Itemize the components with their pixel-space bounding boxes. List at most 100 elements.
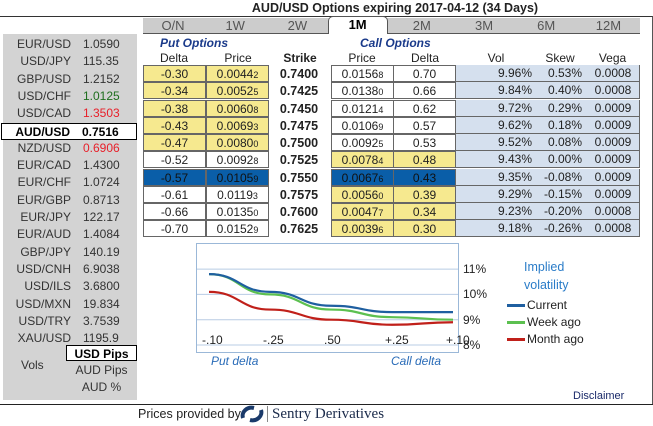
call-price-cell[interactable]: 0.00784	[331, 151, 394, 169]
x-tick-label: -.10	[202, 333, 223, 347]
tab-1m[interactable]: 1M	[327, 16, 388, 34]
call-price-cell[interactable]: 0.01069	[331, 116, 394, 134]
rate-value: 1.3503	[83, 106, 120, 121]
tab-3m[interactable]: 3M	[474, 18, 494, 33]
put-price-cell[interactable]: 0.01193	[206, 185, 269, 203]
call-price-cell[interactable]: 0.00396	[331, 220, 394, 238]
rate-row[interactable]: EUR/AUD 1.4084	[3, 226, 137, 243]
rate-value: 140.19	[83, 244, 120, 259]
put-delta-cell: -0.57	[143, 168, 206, 186]
rate-row[interactable]: USD/JPY 115.35	[3, 53, 137, 70]
skew-cell: -0.20%	[543, 204, 582, 218]
rate-row[interactable]: AUD/USD 0.7516	[1, 122, 137, 140]
rate-value: 6.9038	[83, 261, 120, 276]
call-price-cell[interactable]: 0.00925	[331, 134, 394, 151]
put-price-cell[interactable]: 0.00928	[206, 151, 269, 169]
pair-label: USD/TRY	[18, 313, 71, 328]
rate-row[interactable]: EUR/JPY 122.17	[3, 209, 137, 226]
rate-value: 3.7539	[83, 313, 120, 328]
tab-12m[interactable]: 12M	[595, 18, 622, 33]
vol-cell: 9.52%	[497, 135, 532, 149]
pair-label: XAU/USD	[17, 331, 71, 346]
unit-option[interactable]: AUD Pips	[75, 363, 128, 377]
pair-label: NZD/USD	[17, 140, 71, 155]
tab-2m[interactable]: 2M	[412, 18, 431, 33]
vega-cell: 0.0008	[594, 66, 632, 80]
rate-row[interactable]: EUR/GBP 0.8713	[3, 192, 137, 209]
strike-cell: 0.7525	[279, 153, 319, 168]
put-price-cell[interactable]: 0.00800	[206, 134, 269, 151]
strike-cell: 0.7425	[279, 84, 319, 99]
strike-cell: 0.7475	[279, 118, 319, 133]
x-tick-label: -.25	[263, 333, 284, 347]
put-price-cell[interactable]: 0.00608	[206, 99, 269, 117]
pair-label: GBP/JPY	[20, 244, 71, 259]
rate-row[interactable]: USD/ILS 3.6800	[3, 278, 137, 295]
skew-cell: 0.00%	[547, 152, 582, 167]
vega-cell: 0.0009	[594, 152, 632, 167]
legend-swatch	[507, 321, 525, 324]
tab-2w[interactable]: 2W	[287, 18, 308, 33]
rate-row[interactable]: EUR/USD 1.0590	[3, 36, 137, 53]
vol-row-bg	[456, 82, 640, 100]
tab-on[interactable]: O/N	[161, 18, 185, 33]
rate-row[interactable]: USD/CNH 6.9038	[3, 261, 137, 278]
vol-cell: 9.84%	[497, 83, 532, 98]
page-title: AUD/USD Options expiring 2017-04-12 (34 …	[251, 1, 539, 15]
footer-rule	[0, 404, 653, 405]
rate-row[interactable]: NZD/USD 0.6906	[3, 140, 137, 157]
pair-label: USD/ILS	[24, 279, 71, 294]
call-price-cell[interactable]: 0.00676	[331, 168, 394, 186]
vol-cell: 9.72%	[497, 100, 532, 115]
series-line-month-ago	[208, 290, 454, 326]
vol-cell: 9.23%	[497, 204, 532, 218]
rate-row[interactable]: USD/CAD 1.3503	[3, 105, 137, 122]
disclaimer-link[interactable]: Disclaimer	[573, 390, 625, 402]
call-delta-cell: 0.70	[393, 65, 456, 82]
call-price-cell[interactable]: 0.01214	[331, 99, 394, 117]
rate-value: 0.8713	[83, 192, 120, 207]
call-price-cell[interactable]: 0.01380	[331, 82, 394, 100]
put-price-cell[interactable]: 0.01350	[206, 203, 269, 220]
put-delta-cell: -0.61	[143, 185, 206, 203]
put-price-cell[interactable]: 0.00442	[206, 65, 269, 82]
pair-label: EUR/USD	[16, 37, 71, 51]
rate-row[interactable]: EUR/CAD 1.4300	[3, 157, 137, 174]
put-price-cell[interactable]: 0.00525	[206, 82, 269, 100]
unit-option[interactable]: AUD %	[81, 380, 122, 394]
pair-label: EUR/AUD	[16, 227, 71, 242]
put-price-cell[interactable]: 0.00693	[206, 116, 269, 134]
vol-cell: 9.96%	[497, 66, 532, 80]
rate-row[interactable]: USD/TRY 3.7539	[3, 313, 137, 330]
tab-1w[interactable]: 1W	[225, 18, 245, 33]
call-price-cell[interactable]: 0.01568	[331, 65, 394, 82]
rate-row[interactable]: GBP/JPY 140.19	[3, 244, 137, 261]
vol-row-bg	[456, 151, 640, 169]
col-call-price: Price	[348, 51, 376, 65]
rate-row[interactable]: USD/CHF 1.0125	[3, 88, 137, 105]
strike-cell: 0.7400	[279, 67, 319, 81]
strike-cell: 0.7600	[279, 205, 319, 219]
call-price-cell[interactable]: 0.00560	[331, 185, 394, 203]
rate-row[interactable]: GBP/USD 1.2152	[3, 71, 137, 88]
put-price-cell[interactable]: 0.01059	[206, 168, 269, 186]
put-delta-cell: -0.43	[143, 116, 206, 134]
rate-value: 1195.9	[83, 331, 119, 346]
rate-value: 1.0724	[83, 175, 120, 190]
rate-row[interactable]: USD/MXN 19.834	[3, 296, 137, 313]
put-price-cell[interactable]: 0.01529	[206, 220, 269, 238]
call-price-cell[interactable]: 0.00477	[331, 203, 394, 220]
pair-label: GBP/USD	[16, 71, 71, 86]
skew-cell: -0.15%	[543, 186, 582, 201]
series-line-current	[208, 273, 453, 314]
rate-value: 115.35	[83, 54, 119, 69]
tab-6m[interactable]: 6M	[537, 18, 556, 33]
call-delta-cell: 0.39	[393, 185, 456, 203]
rate-row[interactable]: XAU/USD 1195.9	[3, 330, 137, 347]
col-put-delta: Delta	[159, 51, 188, 65]
unit-option[interactable]: USD Pips	[66, 345, 137, 361]
rate-row[interactable]: EUR/CHF 1.0724	[3, 174, 137, 191]
put-delta-cell: -0.30	[143, 65, 206, 82]
call-delta-cell: 0.53	[393, 134, 456, 151]
chart-title: Implied volatility	[524, 260, 569, 292]
